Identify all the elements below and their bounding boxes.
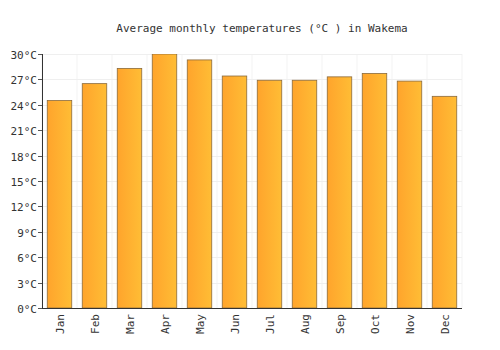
grid-line — [42, 79, 462, 80]
chart: Average monthly temperatures (°C ) in Wa… — [0, 0, 500, 350]
x-tick-label: Aug — [299, 314, 312, 334]
y-tick-label: 12°C — [11, 201, 38, 214]
x-tick-label: Dec — [439, 314, 452, 334]
grid-line — [42, 308, 462, 309]
x-tick-label: Nov — [404, 314, 417, 334]
y-tick — [38, 105, 42, 106]
y-tick — [38, 79, 42, 80]
y-tick-label: 9°C — [17, 227, 37, 240]
bar — [362, 73, 387, 308]
bar — [82, 84, 107, 308]
y-tick-label: 24°C — [11, 100, 38, 113]
y-tick — [38, 54, 42, 55]
title: Average monthly temperatures (°C ) in Wa… — [116, 22, 407, 35]
x-axis — [42, 308, 462, 309]
bar — [292, 80, 317, 308]
y-tick-label: 27°C — [11, 74, 38, 87]
bar — [117, 68, 142, 308]
bar — [257, 80, 282, 308]
y-tick-label: 30°C — [11, 49, 38, 62]
x-tick-label: Mar — [124, 314, 137, 334]
y-tick-label: 21°C — [11, 125, 38, 138]
y-tick-label: 6°C — [17, 252, 37, 265]
bar — [432, 96, 457, 308]
bars — [47, 54, 457, 308]
x-tick-label: Apr — [159, 314, 172, 334]
x-tick-label: May — [194, 314, 207, 334]
x-tick-label: Feb — [89, 314, 102, 334]
y-tick — [38, 283, 42, 284]
bar — [152, 54, 177, 308]
grid-line — [42, 54, 462, 55]
x-tick-label: Oct — [369, 314, 382, 334]
y-tick — [38, 308, 42, 309]
x-tick-label: Jul — [264, 314, 277, 334]
y-tick — [38, 156, 42, 157]
x-tick-label: Jan — [54, 314, 67, 334]
y-tick — [38, 206, 42, 207]
bar — [222, 76, 247, 308]
y-tick — [38, 232, 42, 233]
x-tick-label: Jun — [229, 314, 242, 334]
y-tick — [38, 130, 42, 131]
x-tick-label: Sep — [334, 314, 347, 334]
y-axis — [42, 54, 43, 308]
y-tick-label: 15°C — [11, 176, 38, 189]
y-tick — [38, 257, 42, 258]
bar — [187, 60, 212, 308]
bar — [47, 101, 72, 308]
y-tick — [38, 181, 42, 182]
y-tick-label: 3°C — [17, 278, 37, 291]
bar — [327, 77, 352, 308]
y-tick-label: 0°C — [17, 303, 37, 316]
y-tick-label: 18°C — [11, 151, 38, 164]
bar — [397, 81, 422, 308]
